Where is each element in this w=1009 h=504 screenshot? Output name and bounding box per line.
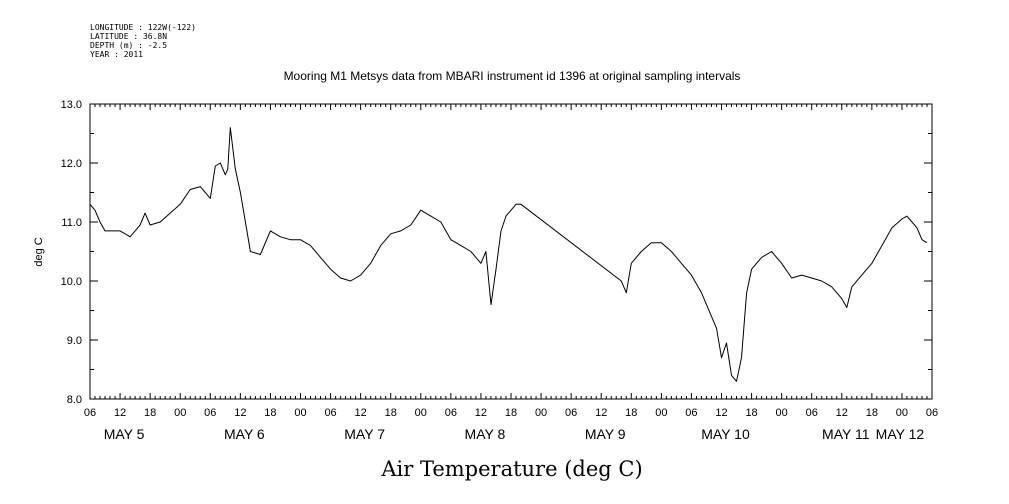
y-tick-label: 12.0	[61, 158, 82, 170]
x-tick-label: 06	[445, 407, 457, 419]
series-line	[89, 127, 928, 382]
x-tick-label: 18	[866, 407, 878, 419]
depth-text: DEPTH (m) : -2.5	[90, 41, 167, 50]
x-tick-label: 18	[264, 407, 276, 419]
x-tick-label: 12	[114, 407, 126, 419]
day-label: MAY 6	[224, 426, 265, 442]
y-tick-label: 8.0	[67, 394, 82, 406]
series-group	[89, 127, 928, 382]
x-tick-label: 06	[84, 407, 96, 419]
x-tick-label: 00	[776, 407, 788, 419]
x-tick-label: 00	[535, 407, 547, 419]
y-tick-label: 11.0	[61, 217, 82, 229]
x-tick-label: 06	[324, 407, 336, 419]
x-axis-label: Air Temperature (deg C)	[380, 457, 642, 481]
day-label: MAY 12	[876, 426, 925, 442]
x-tick-label: 12	[355, 407, 367, 419]
plot-frame	[89, 103, 933, 400]
x-tick-label: 12	[234, 407, 246, 419]
x-tick-label: 12	[715, 407, 727, 419]
day-label: MAY 10	[701, 426, 750, 442]
x-tick-label: 12	[595, 407, 607, 419]
y-tick-label: 13.0	[61, 99, 82, 111]
chart-title: Mooring M1 Metsys data from MBARI instru…	[284, 69, 741, 83]
day-label: MAY 5	[104, 426, 145, 442]
year-text: YEAR : 2011	[90, 50, 143, 59]
x-tick-label: 00	[896, 407, 908, 419]
day-label: MAY 11	[822, 426, 870, 442]
y-tick-label: 9.0	[67, 335, 82, 347]
x-tick-label: 06	[204, 407, 216, 419]
day-label: MAY 9	[585, 426, 626, 442]
y-tick-label: 10.0	[61, 276, 82, 288]
x-tick-label: 06	[565, 407, 577, 419]
x-axis: 06 12 18 00 06 12 18 00 06 12 18 00 06 12 18 00 06 12 18 00…	[84, 104, 938, 442]
x-tick-label: 12	[836, 407, 848, 419]
x-tick-label: 12	[475, 407, 487, 419]
x-tick-label: 18	[745, 407, 757, 419]
x-tick-label: 06	[806, 407, 818, 419]
y-axis-label: deg C	[33, 237, 45, 266]
x-tick-label: 18	[625, 407, 637, 419]
x-tick-label: 00	[655, 407, 667, 419]
latitude-text: LATITUDE : 36.8N	[90, 32, 167, 41]
x-tick-label: 18	[144, 407, 156, 419]
x-tick-label: 06	[926, 407, 938, 419]
y-axis: 8.0 9.0 10.0 11.0 12.0 13.0	[61, 99, 932, 406]
x-tick-label: 18	[385, 407, 397, 419]
x-tick-label: 00	[294, 407, 306, 419]
x-tick-label: 18	[505, 407, 517, 419]
x-tick-label: 00	[174, 407, 186, 419]
day-label: MAY 8	[465, 426, 506, 442]
longitude-text: LONGITUDE : 122W(-122)	[90, 23, 196, 32]
day-label: MAY 7	[344, 426, 385, 442]
x-tick-label: 06	[685, 407, 697, 419]
x-tick-label: 00	[415, 407, 427, 419]
